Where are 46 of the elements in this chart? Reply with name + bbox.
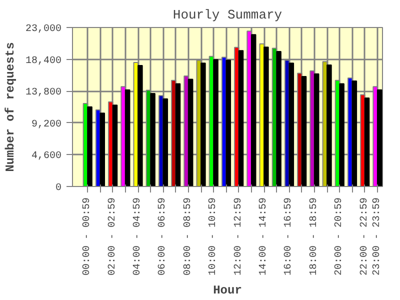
bar	[314, 73, 320, 186]
x-tick-label: 23:00 - 23:59	[372, 197, 383, 276]
x-tick-label: 14:00 - 14:59	[258, 197, 270, 276]
bar	[276, 51, 282, 186]
x-tick-label: 10:00 - 10:59	[208, 197, 220, 276]
bar	[339, 83, 344, 186]
y-tick-label: 9,200	[31, 119, 62, 130]
y-tick-label: 0	[56, 183, 62, 194]
chart-title: Hourly Summary	[172, 8, 282, 22]
bar	[87, 106, 92, 186]
bar	[250, 34, 256, 186]
bar	[213, 59, 218, 186]
bar	[150, 92, 156, 186]
bar	[100, 112, 106, 186]
y-tick-label: 18,400	[25, 56, 62, 67]
bar	[188, 78, 194, 186]
bar	[200, 62, 206, 186]
x-tick-label: 04:00 - 04:59	[132, 197, 144, 276]
bar	[138, 65, 143, 186]
bar	[352, 80, 358, 186]
bar	[376, 89, 382, 186]
x-tick-label: 20:00 - 20:59	[334, 197, 346, 276]
bar	[288, 62, 294, 186]
y-tick-label: 23,000	[25, 24, 62, 35]
bar	[124, 89, 130, 186]
x-tick-label: 22:00 - 22:59	[359, 197, 370, 276]
bar	[301, 76, 307, 186]
x-tick-label: 18:00 - 18:59	[308, 197, 320, 276]
x-tick-label: 02:00 - 02:59	[107, 197, 118, 276]
x-tick-label: 12:00 - 12:59	[233, 197, 244, 276]
y-axis-title: Number of requests	[3, 42, 18, 172]
y-tick-label: 4,600	[31, 151, 62, 162]
x-tick-label: 08:00 - 08:59	[182, 197, 194, 276]
bar	[112, 104, 118, 186]
x-tick-label: 00:00 - 00:59	[82, 197, 94, 276]
bar	[175, 83, 181, 186]
bar	[364, 97, 370, 186]
x-axis-title: Hour	[213, 284, 242, 298]
x-tick-label: 16:00 - 16:59	[284, 197, 295, 276]
x-tick-label: 06:00 - 06:59	[158, 197, 169, 276]
bar	[226, 60, 232, 186]
bar	[238, 50, 244, 186]
bar	[162, 98, 168, 186]
y-tick-label: 13,800	[25, 88, 62, 99]
bar	[326, 64, 332, 186]
bar	[264, 46, 269, 186]
